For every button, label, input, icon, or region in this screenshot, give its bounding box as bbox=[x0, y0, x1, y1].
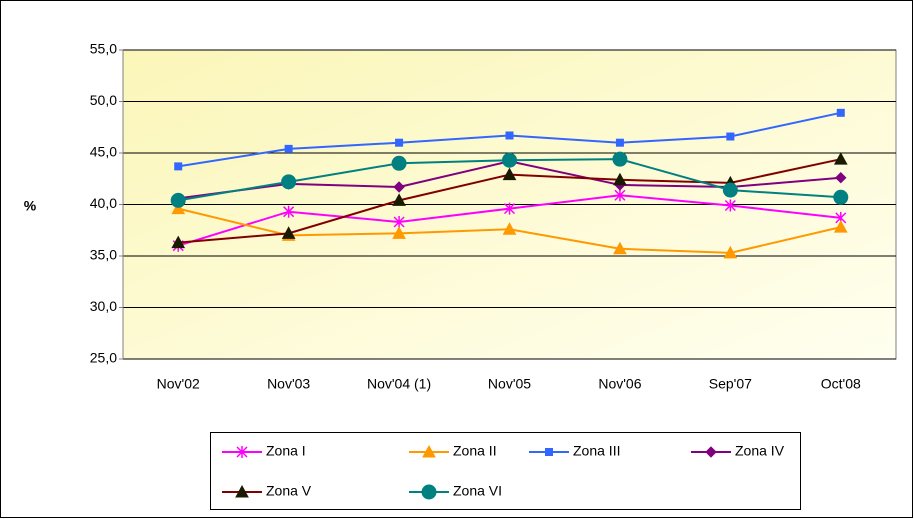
data-point bbox=[171, 235, 186, 249]
y-axis-label: % bbox=[24, 198, 37, 214]
data-point bbox=[615, 138, 624, 147]
data-point bbox=[723, 245, 738, 259]
y-tick-label: 30,0 bbox=[90, 298, 117, 314]
data-point bbox=[502, 167, 517, 181]
data-point bbox=[502, 222, 517, 235]
legend-marker bbox=[545, 448, 553, 456]
data-point bbox=[392, 226, 406, 239]
data-point bbox=[613, 172, 627, 186]
data-point bbox=[171, 201, 186, 215]
y-tick-label: 50,0 bbox=[90, 92, 117, 108]
y-tick-label: 40,0 bbox=[90, 195, 117, 211]
data-point bbox=[836, 108, 845, 117]
data-point bbox=[284, 144, 293, 153]
x-tick-label: Sep'07 bbox=[709, 376, 752, 392]
legend-marker bbox=[421, 484, 437, 500]
legend-marker bbox=[422, 444, 436, 458]
legend-label: Zona III bbox=[573, 443, 620, 459]
legend-marker bbox=[235, 484, 249, 498]
y-tick-label: 45,0 bbox=[90, 144, 117, 160]
data-point bbox=[395, 138, 404, 147]
x-tick-label: Nov'06 bbox=[598, 376, 641, 392]
data-point bbox=[505, 131, 514, 140]
y-tick-label: 35,0 bbox=[90, 247, 117, 263]
y-tick-label: 25,0 bbox=[90, 350, 117, 366]
data-point bbox=[726, 132, 735, 141]
legend bbox=[210, 432, 801, 510]
legend-label: Zona V bbox=[266, 483, 312, 499]
legend-label: Zona VI bbox=[453, 483, 502, 499]
data-point bbox=[170, 192, 186, 208]
data-point bbox=[722, 182, 738, 198]
legend-label: Zona IV bbox=[735, 443, 785, 459]
data-point bbox=[835, 172, 847, 184]
data-point bbox=[392, 193, 406, 206]
data-point bbox=[613, 241, 627, 255]
data-point bbox=[614, 189, 626, 202]
data-point bbox=[612, 151, 628, 167]
legend-label: Zona I bbox=[266, 443, 306, 459]
data-point bbox=[393, 216, 405, 229]
legend-marker bbox=[705, 446, 717, 458]
y-tick-label: 55,0 bbox=[90, 41, 117, 57]
x-tick-label: Oct'08 bbox=[821, 376, 861, 392]
x-tick-label: Nov'04 (1) bbox=[367, 376, 431, 392]
data-point bbox=[833, 189, 849, 205]
data-point bbox=[503, 202, 516, 215]
data-point bbox=[724, 199, 736, 212]
legend-label: Zona II bbox=[453, 443, 497, 459]
data-point bbox=[833, 152, 848, 165]
data-point bbox=[283, 205, 295, 218]
data-point bbox=[174, 162, 183, 171]
data-point bbox=[391, 155, 407, 171]
data-point bbox=[393, 181, 405, 193]
data-point bbox=[833, 220, 848, 233]
x-tick-label: Nov'03 bbox=[267, 376, 310, 392]
data-point bbox=[281, 226, 296, 239]
data-point bbox=[502, 152, 517, 168]
x-tick-label: Nov'05 bbox=[488, 376, 531, 392]
x-tick-label: Nov'02 bbox=[157, 376, 200, 392]
legend-marker bbox=[236, 446, 248, 458]
data-point bbox=[281, 174, 297, 190]
